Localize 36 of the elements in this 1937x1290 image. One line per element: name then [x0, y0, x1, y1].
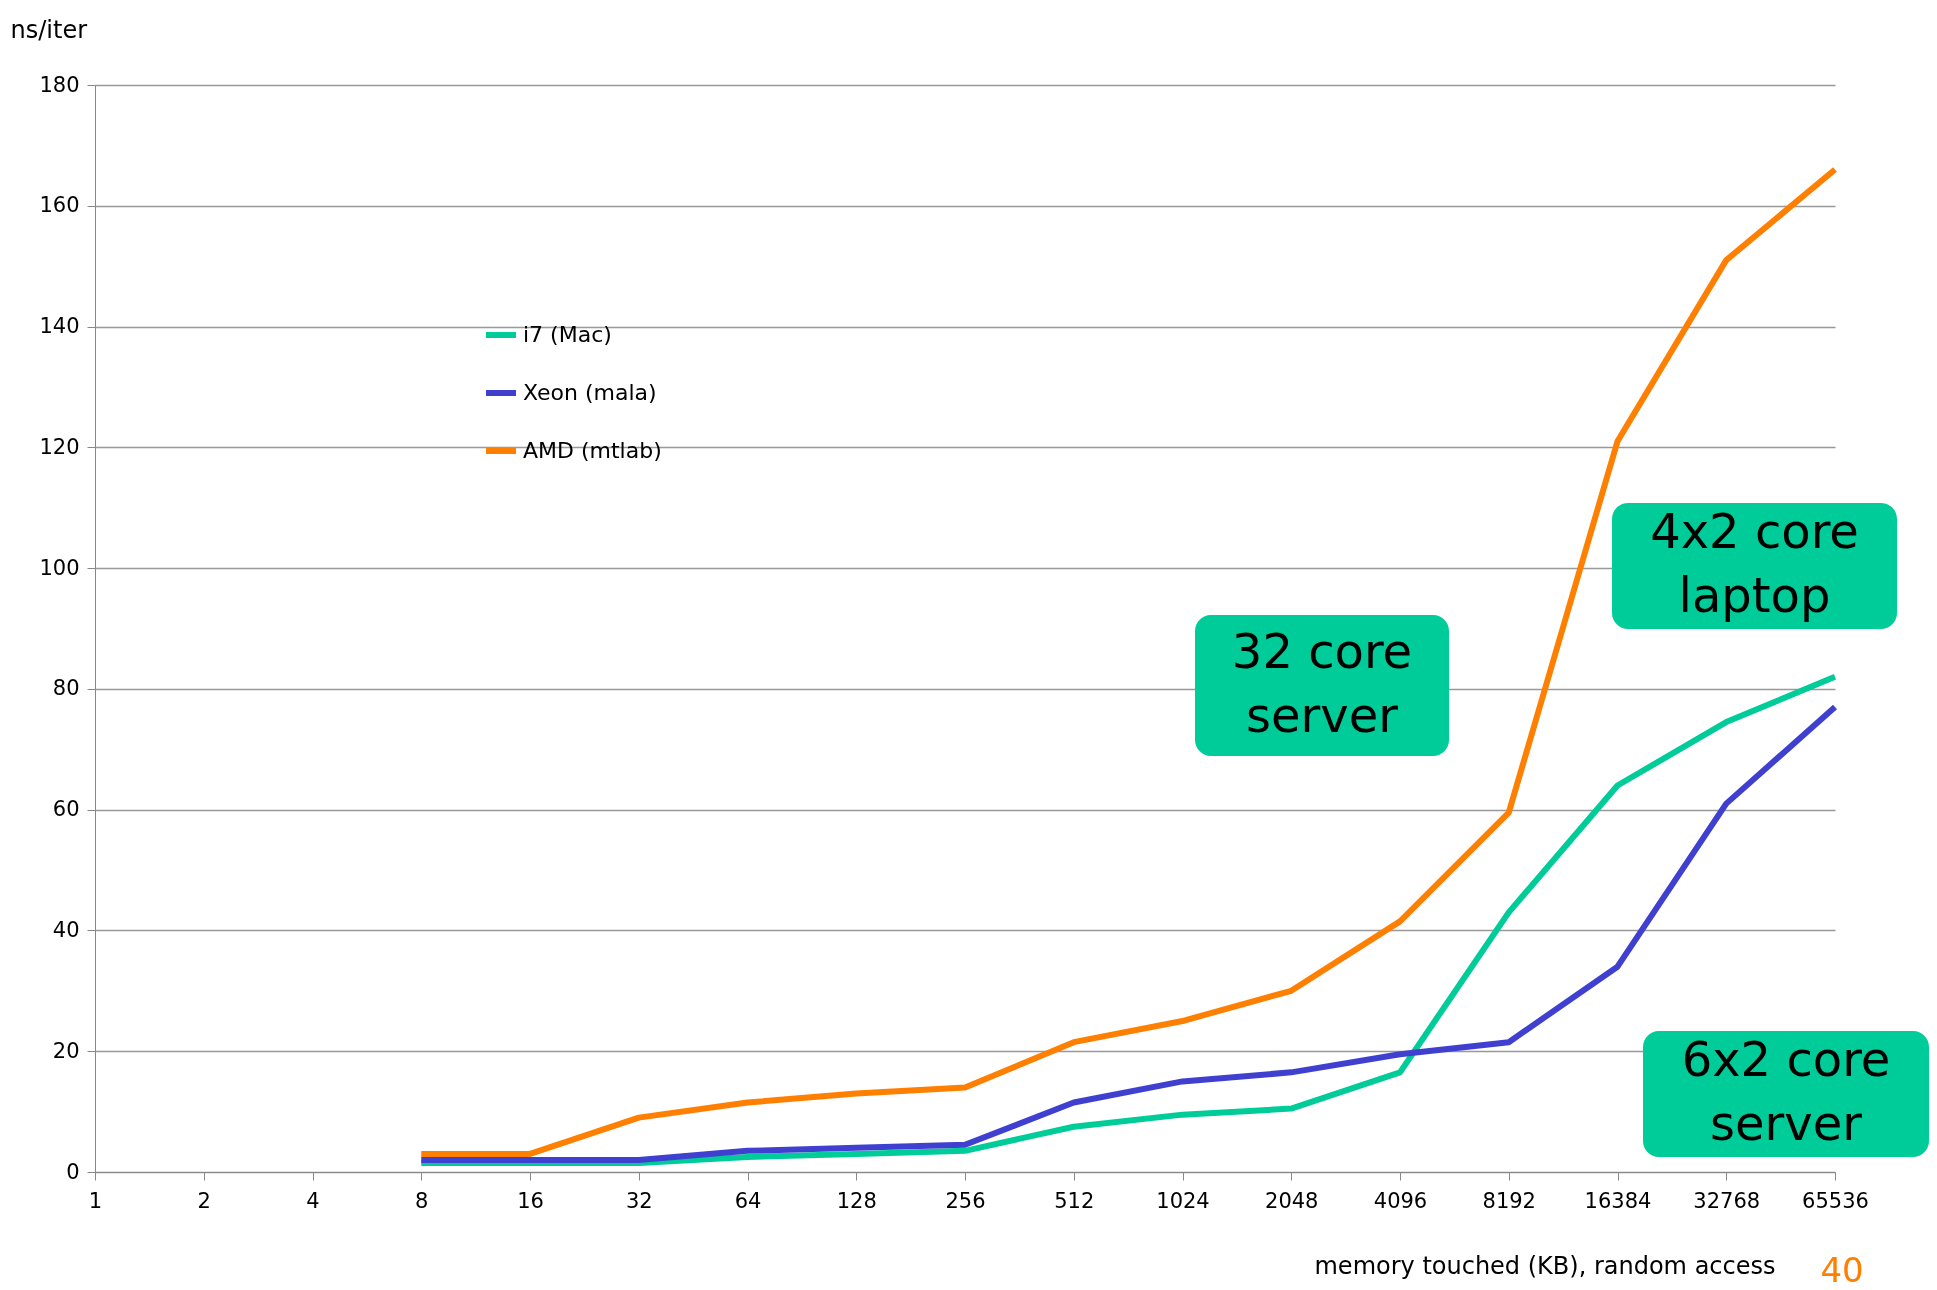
x-tick-label: 256: [945, 1188, 986, 1213]
legend-label: Xeon (mala): [523, 380, 657, 405]
y-tick-label: 100: [39, 555, 80, 580]
y-tick-label: 140: [39, 314, 80, 339]
x-tick-label: 16: [517, 1188, 544, 1213]
legend-label: i7 (Mac): [523, 322, 612, 347]
annotation: 4x2 core laptop: [1650, 503, 1859, 623]
y-tick-label: 60: [52, 797, 80, 822]
x-tick-label: 8192: [1482, 1188, 1536, 1213]
x-tick-label: 1024: [1156, 1188, 1210, 1213]
x-tick-label: 8: [415, 1188, 429, 1213]
y-tick-label: 120: [39, 434, 80, 459]
y-tick-label: 80: [52, 676, 80, 701]
x-tick-label: 16384: [1584, 1188, 1652, 1213]
x-axis-title: memory touched (KB), random access: [1314, 1251, 1776, 1280]
x-tick-label: 512: [1054, 1188, 1095, 1213]
annotation: 6x2 core server: [1681, 1031, 1891, 1151]
x-tick-label: 4: [306, 1188, 320, 1213]
x-tick-label: 128: [836, 1188, 877, 1213]
y-axis-title: ns/iter: [10, 15, 88, 44]
x-tick-label: 4096: [1373, 1188, 1428, 1213]
annotation: 32 core server: [1231, 622, 1413, 743]
y-tick-label: 40: [52, 917, 80, 942]
x-tick-label: 2: [197, 1188, 211, 1213]
text: 40: [1820, 1250, 1864, 1290]
y-tick-label: 160: [39, 193, 80, 218]
x-tick-label: 2048: [1265, 1188, 1319, 1213]
x-tick-label: 32768: [1693, 1188, 1761, 1213]
y-tick-label: 180: [39, 72, 80, 97]
x-tick-label: 1: [88, 1188, 103, 1213]
x-tick-label: 65536: [1802, 1188, 1869, 1213]
x-tick-label: 32: [625, 1188, 653, 1213]
legend-label: AMD (mtlab): [523, 438, 662, 463]
y-tick-label: 0: [66, 1159, 80, 1184]
y-tick-label: 20: [52, 1038, 80, 1063]
x-tick-label: 64: [734, 1188, 762, 1213]
